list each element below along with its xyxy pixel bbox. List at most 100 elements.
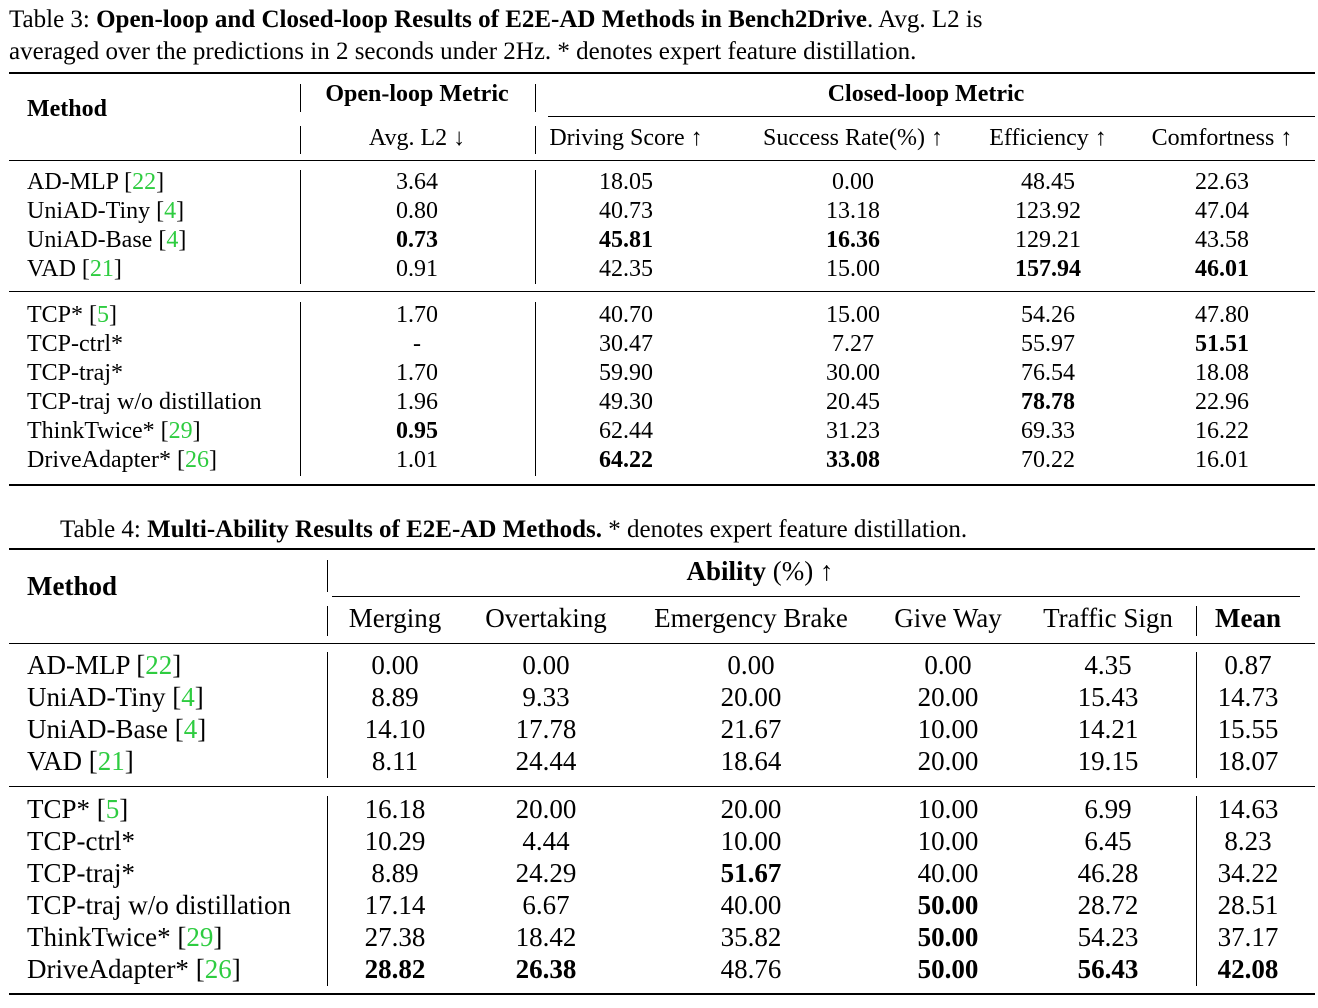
table4-header-divider	[1196, 606, 1197, 636]
table3-value-cell: 1.70	[396, 302, 438, 328]
table4-value-cell: 18.42	[515, 922, 577, 952]
citation-link[interactable]: 5	[97, 302, 110, 328]
table3-value-cell: -	[413, 331, 421, 357]
table4-value-cell: 21.67	[720, 714, 782, 744]
citation-link[interactable]: 4	[166, 227, 179, 253]
table4-caption-title: Multi-Ability Results of E2E-AD Methods.	[147, 516, 602, 543]
table4-value-cell: 35.82	[720, 922, 782, 952]
table3-value-cell: 15.00	[826, 256, 880, 282]
table4-body-divider	[1196, 652, 1197, 778]
table4-method-cell: DriveAdapter* [26]	[27, 954, 241, 984]
table3-header-divider	[300, 84, 301, 112]
table4-column-header: Overtaking	[485, 603, 607, 633]
table3-column-header: Efficiency ↑	[989, 125, 1107, 151]
table3-method-cell: TCP-ctrl*	[27, 330, 123, 359]
table4-value-cell: 20.00	[720, 794, 782, 824]
table3-caption-line2: averaged over the predictions in 2 secon…	[9, 38, 917, 65]
table3-value-cell: 42.35	[599, 256, 653, 282]
table4-value-cell: 27.38	[364, 922, 426, 952]
table3-body-divider	[535, 302, 536, 476]
table4-value-cell: 0.00	[371, 650, 419, 680]
table3-value-cell: 15.00	[826, 302, 880, 328]
method-name: VAD	[27, 256, 76, 282]
table3-value-cell: 0.00	[832, 169, 874, 195]
table4-caption: Table 4: Multi-Ability Results of E2E-AD…	[60, 514, 967, 545]
table3-method-header: Method	[27, 96, 107, 122]
table3-method-cell: TCP-traj*	[27, 359, 123, 388]
table3-value-cell: 55.97	[1021, 331, 1075, 357]
table3-value-cell: 78.78	[1021, 389, 1075, 415]
table3-header-divider	[535, 126, 536, 154]
table4-value-cell: 20.00	[917, 682, 979, 712]
table4-value-cell: 6.45	[1084, 826, 1132, 856]
citation-link[interactable]: 29	[186, 922, 214, 952]
citation-link[interactable]: 26	[184, 447, 209, 473]
table4-value-cell: 10.00	[917, 794, 979, 824]
table3-column-header: Success Rate(%) ↑	[763, 125, 943, 151]
table4-value-cell: 40.00	[917, 858, 979, 888]
table4-value-cell: 4.35	[1084, 650, 1132, 680]
table3-bottom-rule	[9, 484, 1315, 486]
citation-link[interactable]: 29	[168, 418, 193, 444]
table4-method-cell: ThinkTwice* [29]	[27, 922, 223, 952]
table4-value-cell: 0.00	[522, 650, 570, 680]
method-name: ThinkTwice*	[27, 922, 171, 952]
method-name: VAD	[27, 746, 83, 776]
table4-value-cell: 17.78	[515, 714, 577, 744]
citation-link[interactable]: 26	[204, 954, 232, 984]
citation-link[interactable]: 5	[105, 794, 120, 824]
table3-column-header: Driving Score ↑	[549, 125, 703, 151]
table3-value-cell: 30.00	[826, 360, 880, 386]
table4-header-divider	[327, 606, 328, 636]
table3-method-cell: UniAD-Tiny [4]	[27, 198, 185, 224]
table3-value-cell: 40.70	[599, 302, 653, 328]
table4-value-cell: 51.67	[720, 858, 782, 888]
table4-column-header: Emergency Brake	[654, 603, 848, 633]
table4-value-cell: 6.67	[522, 890, 570, 920]
table3-closed-cmidrule	[548, 116, 1315, 117]
table4-value-cell: 46.28	[1077, 858, 1139, 888]
table3-header-divider	[300, 126, 301, 154]
table3-value-cell: 16.36	[826, 227, 880, 253]
table4-value-cell: 37.17	[1217, 922, 1279, 952]
citation-link[interactable]: 4	[181, 682, 195, 712]
table4-value-cell: 8.89	[371, 858, 419, 888]
table4-body-divider	[327, 652, 328, 778]
method-name: ThinkTwice*	[27, 418, 155, 444]
table3-method-cell: TCP-traj w/o distillation	[27, 388, 262, 417]
table3-group-closed: Closed-loop Metric	[827, 81, 1025, 107]
table3-value-cell: 47.04	[1195, 198, 1249, 224]
table4-value-cell: 6.99	[1084, 794, 1132, 824]
table3-value-cell: 123.92	[1015, 198, 1081, 224]
table4-value-cell: 50.00	[917, 922, 979, 952]
table3-value-cell: 40.73	[599, 198, 653, 224]
method-name: TCP-traj w/o distillation	[27, 890, 291, 920]
table3-value-cell: 3.64	[396, 169, 438, 195]
table4-body-divider	[1196, 796, 1197, 986]
citation-link[interactable]: 4	[164, 198, 177, 224]
citation-link[interactable]: 21	[97, 746, 125, 776]
table4-group-ability-unit: (%) ↑	[772, 556, 834, 586]
table4-value-cell: 28.82	[364, 954, 426, 984]
table4-method-cell: TCP-traj w/o distillation	[27, 891, 291, 920]
table3-value-cell: 70.22	[1021, 447, 1075, 473]
table3-column-header: Comfortness ↑	[1151, 125, 1293, 151]
method-name: TCP-traj*	[27, 360, 123, 386]
citation-link[interactable]: 22	[145, 650, 173, 680]
table3-value-cell: 0.73	[396, 227, 438, 253]
citation-link[interactable]: 22	[132, 169, 157, 195]
table3-value-cell: 69.33	[1021, 418, 1075, 444]
table3-value-cell: 31.23	[826, 418, 880, 444]
citation-link[interactable]: 4	[183, 714, 198, 744]
table4-value-cell: 10.00	[720, 826, 782, 856]
table4-value-cell: 18.64	[720, 746, 782, 776]
table4-column-header: Traffic Sign	[1043, 603, 1173, 633]
method-name: TCP*	[27, 794, 91, 824]
table3-value-cell: 64.22	[599, 447, 653, 473]
table3-value-cell: 51.51	[1195, 331, 1249, 357]
table4-value-cell: 0.00	[727, 650, 775, 680]
table4-bottom-rule	[9, 993, 1315, 995]
table3-header-rule	[9, 160, 1315, 161]
citation-link[interactable]: 21	[89, 256, 114, 282]
table4-value-cell: 4.44	[522, 826, 570, 856]
